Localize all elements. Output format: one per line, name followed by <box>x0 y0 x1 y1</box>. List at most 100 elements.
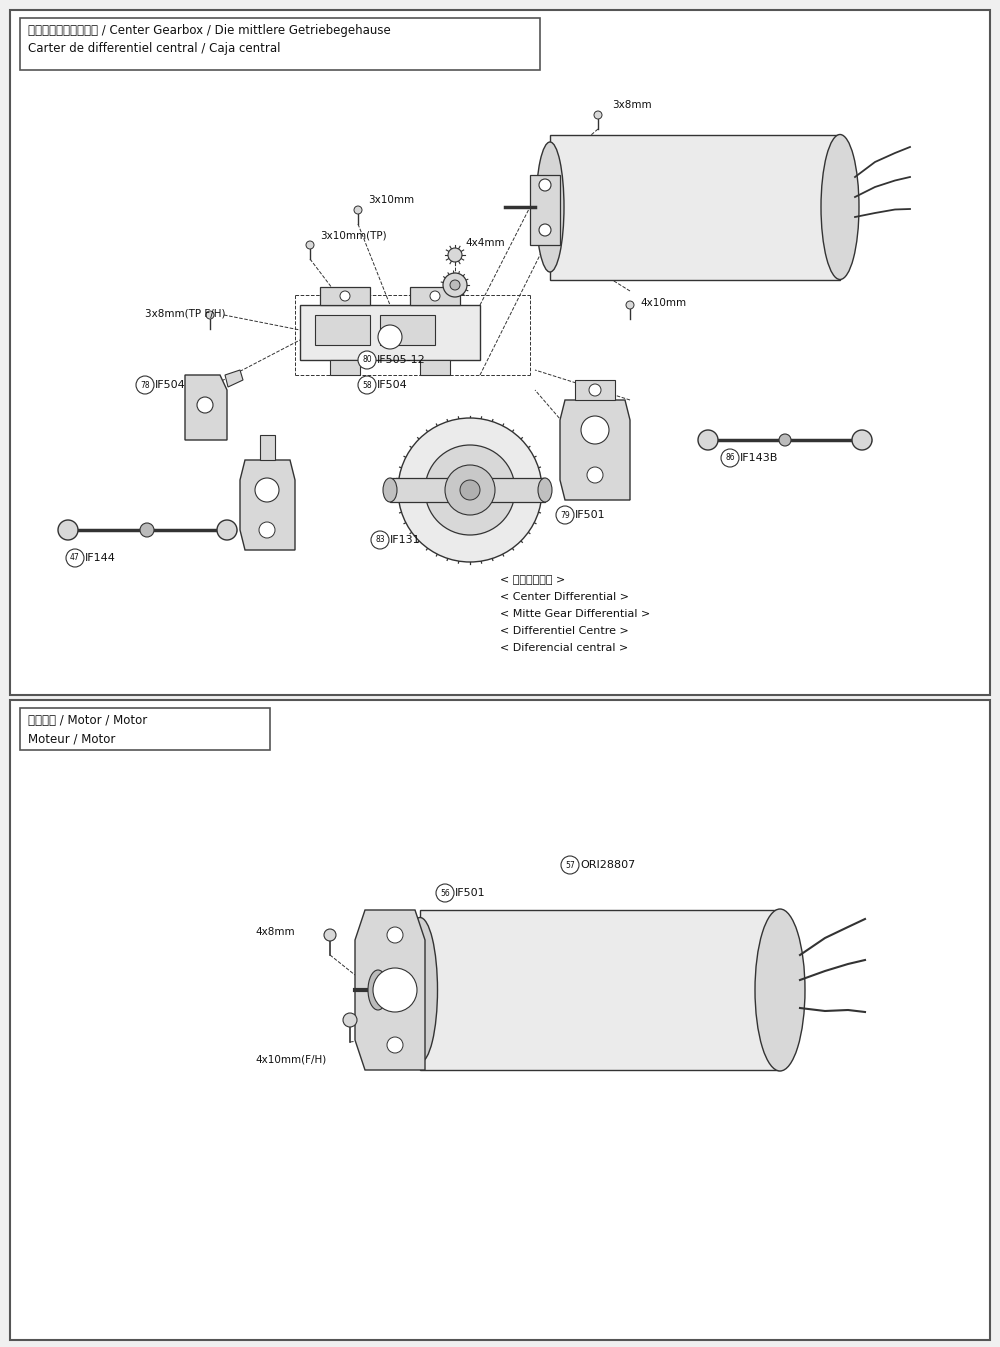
Text: IF143B: IF143B <box>740 453 778 463</box>
Bar <box>10 700 990 1340</box>
Circle shape <box>306 241 314 249</box>
Text: < Diferencial central >: < Diferencial central > <box>500 643 628 653</box>
Text: IF144: IF144 <box>85 554 116 563</box>
Circle shape <box>354 206 362 214</box>
Circle shape <box>373 968 417 1012</box>
Polygon shape <box>185 374 227 440</box>
Bar <box>380 315 435 345</box>
Circle shape <box>197 397 213 414</box>
Text: IF505-12: IF505-12 <box>377 356 426 365</box>
Circle shape <box>387 927 403 943</box>
Circle shape <box>398 418 542 562</box>
Circle shape <box>66 550 84 567</box>
Text: 80: 80 <box>362 356 372 365</box>
Circle shape <box>343 1013 357 1026</box>
Circle shape <box>136 376 154 395</box>
Text: IF131: IF131 <box>390 535 421 546</box>
Circle shape <box>371 531 389 550</box>
Polygon shape <box>420 360 450 374</box>
Polygon shape <box>490 478 545 502</box>
Polygon shape <box>410 287 460 304</box>
Text: IF504: IF504 <box>155 380 186 391</box>
Polygon shape <box>420 911 780 1070</box>
Text: 4x4mm: 4x4mm <box>465 238 505 248</box>
Bar <box>20 18 540 70</box>
Circle shape <box>539 224 551 236</box>
Polygon shape <box>390 478 450 502</box>
Polygon shape <box>560 400 630 500</box>
Circle shape <box>255 478 279 502</box>
Ellipse shape <box>402 917 438 1063</box>
Circle shape <box>589 384 601 396</box>
Ellipse shape <box>368 970 388 1010</box>
Text: 57: 57 <box>565 861 575 870</box>
Circle shape <box>448 248 462 263</box>
Text: 4x10mm: 4x10mm <box>640 298 686 308</box>
Circle shape <box>378 325 402 349</box>
Circle shape <box>259 523 275 537</box>
Text: 3x8mm: 3x8mm <box>612 100 652 110</box>
Ellipse shape <box>821 135 859 279</box>
Circle shape <box>387 1037 403 1053</box>
Text: センターギヤボックス / Center Gearbox / Die mittlere Getriebegehause: センターギヤボックス / Center Gearbox / Die mittle… <box>28 24 391 36</box>
Polygon shape <box>240 459 295 550</box>
Circle shape <box>430 291 440 300</box>
Polygon shape <box>575 380 615 400</box>
Bar <box>315 315 370 345</box>
Circle shape <box>556 506 574 524</box>
Text: 79: 79 <box>560 511 570 520</box>
Circle shape <box>206 311 214 319</box>
Circle shape <box>626 300 634 308</box>
Circle shape <box>587 467 603 484</box>
Circle shape <box>425 445 515 535</box>
Circle shape <box>450 280 460 290</box>
Text: 47: 47 <box>70 554 80 563</box>
Ellipse shape <box>755 909 805 1071</box>
Text: Moteur / Motor: Moteur / Motor <box>28 731 115 745</box>
Circle shape <box>58 520 78 540</box>
Ellipse shape <box>536 141 564 272</box>
Text: 4x10mm(F/H): 4x10mm(F/H) <box>255 1055 326 1065</box>
Text: 3x10mm: 3x10mm <box>368 195 414 205</box>
Circle shape <box>779 434 791 446</box>
Text: 3x10mm(TP): 3x10mm(TP) <box>320 230 387 240</box>
Circle shape <box>698 430 718 450</box>
Text: 83: 83 <box>375 536 385 544</box>
Circle shape <box>340 291 350 300</box>
Circle shape <box>324 929 336 942</box>
Text: < Differentiel Centre >: < Differentiel Centre > <box>500 626 629 636</box>
Circle shape <box>217 520 237 540</box>
Text: 58: 58 <box>362 380 372 389</box>
Circle shape <box>594 110 602 119</box>
Text: 56: 56 <box>440 889 450 897</box>
Polygon shape <box>300 304 480 360</box>
Text: 4x8mm: 4x8mm <box>255 927 295 938</box>
Circle shape <box>358 352 376 369</box>
Text: 78: 78 <box>140 380 150 389</box>
Ellipse shape <box>383 478 397 502</box>
Polygon shape <box>225 370 243 387</box>
Text: 86: 86 <box>725 454 735 462</box>
Circle shape <box>140 523 154 537</box>
Text: ORI28807: ORI28807 <box>580 859 635 870</box>
Circle shape <box>460 480 480 500</box>
Polygon shape <box>550 135 840 280</box>
Ellipse shape <box>538 478 552 502</box>
Circle shape <box>436 884 454 902</box>
Circle shape <box>445 465 495 515</box>
Text: 3x8mm(TP F/H): 3x8mm(TP F/H) <box>145 308 226 318</box>
Circle shape <box>358 376 376 395</box>
Circle shape <box>581 416 609 445</box>
Polygon shape <box>330 360 360 374</box>
Text: < センターデフ >: < センターデフ > <box>500 575 565 585</box>
Text: < Mitte Gear Differential >: < Mitte Gear Differential > <box>500 609 650 620</box>
Circle shape <box>539 179 551 191</box>
Text: < Center Differential >: < Center Differential > <box>500 591 629 602</box>
Text: モーター / Motor / Motor: モーター / Motor / Motor <box>28 714 147 727</box>
Polygon shape <box>530 175 560 245</box>
Bar <box>10 9 990 695</box>
Text: IF501: IF501 <box>575 511 606 520</box>
Bar <box>20 709 270 750</box>
Text: IF501: IF501 <box>455 888 486 898</box>
Text: Carter de differentiel central / Caja central: Carter de differentiel central / Caja ce… <box>28 42 280 55</box>
